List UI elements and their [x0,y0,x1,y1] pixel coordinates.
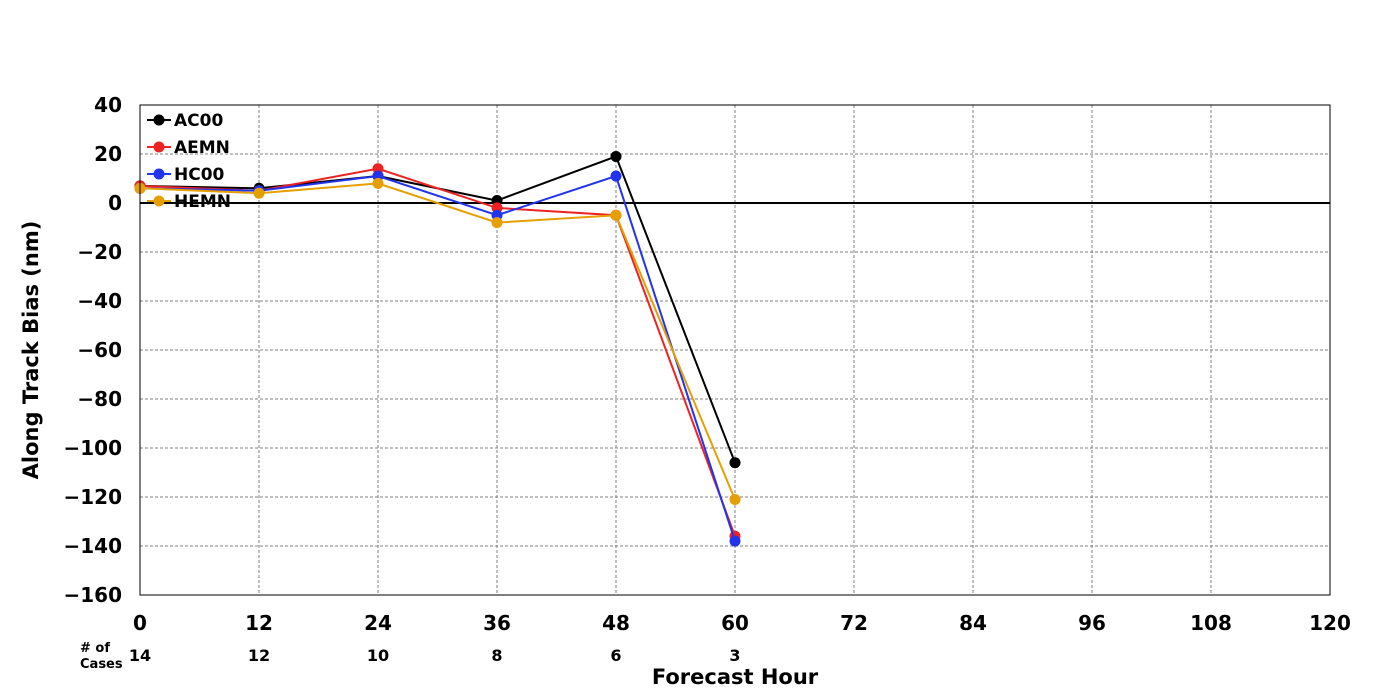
legend-item-hemn: HEMN [147,192,231,212]
cases-label-line1: # of [80,641,110,656]
legend-item-hc00: HC00 [147,165,225,185]
data-point-hemn-48 [610,209,622,221]
y-tick-label: −140 [63,534,122,558]
y-tick-label: 40 [94,93,122,117]
legend-swatch-marker [153,168,165,180]
legend-label: AEMN [174,138,230,158]
grid [140,105,1330,595]
data-point-hemn-36 [491,217,503,229]
legend-label: HC00 [174,165,225,185]
series-group [134,150,741,547]
x-tick-label: 72 [840,611,868,635]
cases-label-line2: Cases [80,657,123,672]
x-tick-label: 120 [1309,611,1351,635]
y-axis-label: Along Track Bias (nm) [19,221,43,480]
legend-swatch-marker [153,141,165,153]
series-line-hc00 [139,174,736,542]
data-point-hemn-12 [253,187,265,199]
y-tick-label: −20 [77,240,122,264]
data-point-ac00-60 [729,457,741,469]
legend-swatch-marker [153,195,165,207]
y-tick-label: −100 [63,436,122,460]
cases-value: 14 [129,646,151,665]
legend-item-ac00: AC00 [147,111,223,131]
series-line-aemn [139,167,736,537]
cases-value: 8 [491,646,502,665]
x-axis-ticks: 0 12 24 36 48 60 72 84 96 108 120 [133,611,1351,635]
series-hemn [134,177,741,505]
data-point-hemn-60 [729,493,741,505]
legend-label: AC00 [174,111,223,131]
x-tick-label: 0 [133,611,147,635]
cases-value: 3 [729,646,740,665]
plot-frame [139,104,1331,596]
y-axis-ticks: 40 20 0 −20 −40 −60 −80 −100 −120 −140 −160 [63,93,122,607]
x-tick-label: 48 [602,611,630,635]
x-axis-label: Forecast Hour [652,665,819,689]
y-tick-label: −40 [77,289,122,313]
cases-value: 6 [610,646,621,665]
legend-swatch-marker [153,114,165,126]
y-tick-label: −80 [77,387,122,411]
series-line-hemn [139,182,736,500]
x-tick-label: 108 [1190,611,1232,635]
cases-row: # of Cases 14 12 10 8 6 3 [80,641,741,672]
y-tick-label: −60 [77,338,122,362]
legend: AC00 AEMN HC00 HEMN [147,111,231,212]
data-point-hemn-24 [372,177,384,189]
y-tick-label: −160 [63,583,122,607]
data-point-hc00-48 [610,170,622,182]
series-aemn [134,163,741,542]
x-tick-label: 60 [721,611,749,635]
cases-value: 10 [367,646,389,665]
legend-label: HEMN [174,192,231,212]
legend-item-aemn: AEMN [147,138,230,158]
x-tick-label: 24 [364,611,392,635]
x-tick-label: 12 [245,611,273,635]
data-point-hc00-60 [729,535,741,547]
x-tick-label: 96 [1078,611,1106,635]
x-tick-label: 84 [959,611,987,635]
cases-value: 12 [248,646,270,665]
x-tick-label: 36 [483,611,511,635]
y-tick-label: 0 [108,191,122,215]
data-point-ac00-48 [610,150,622,162]
y-tick-label: 20 [94,142,122,166]
series-hc00 [134,170,741,547]
y-tick-label: −120 [63,485,122,509]
